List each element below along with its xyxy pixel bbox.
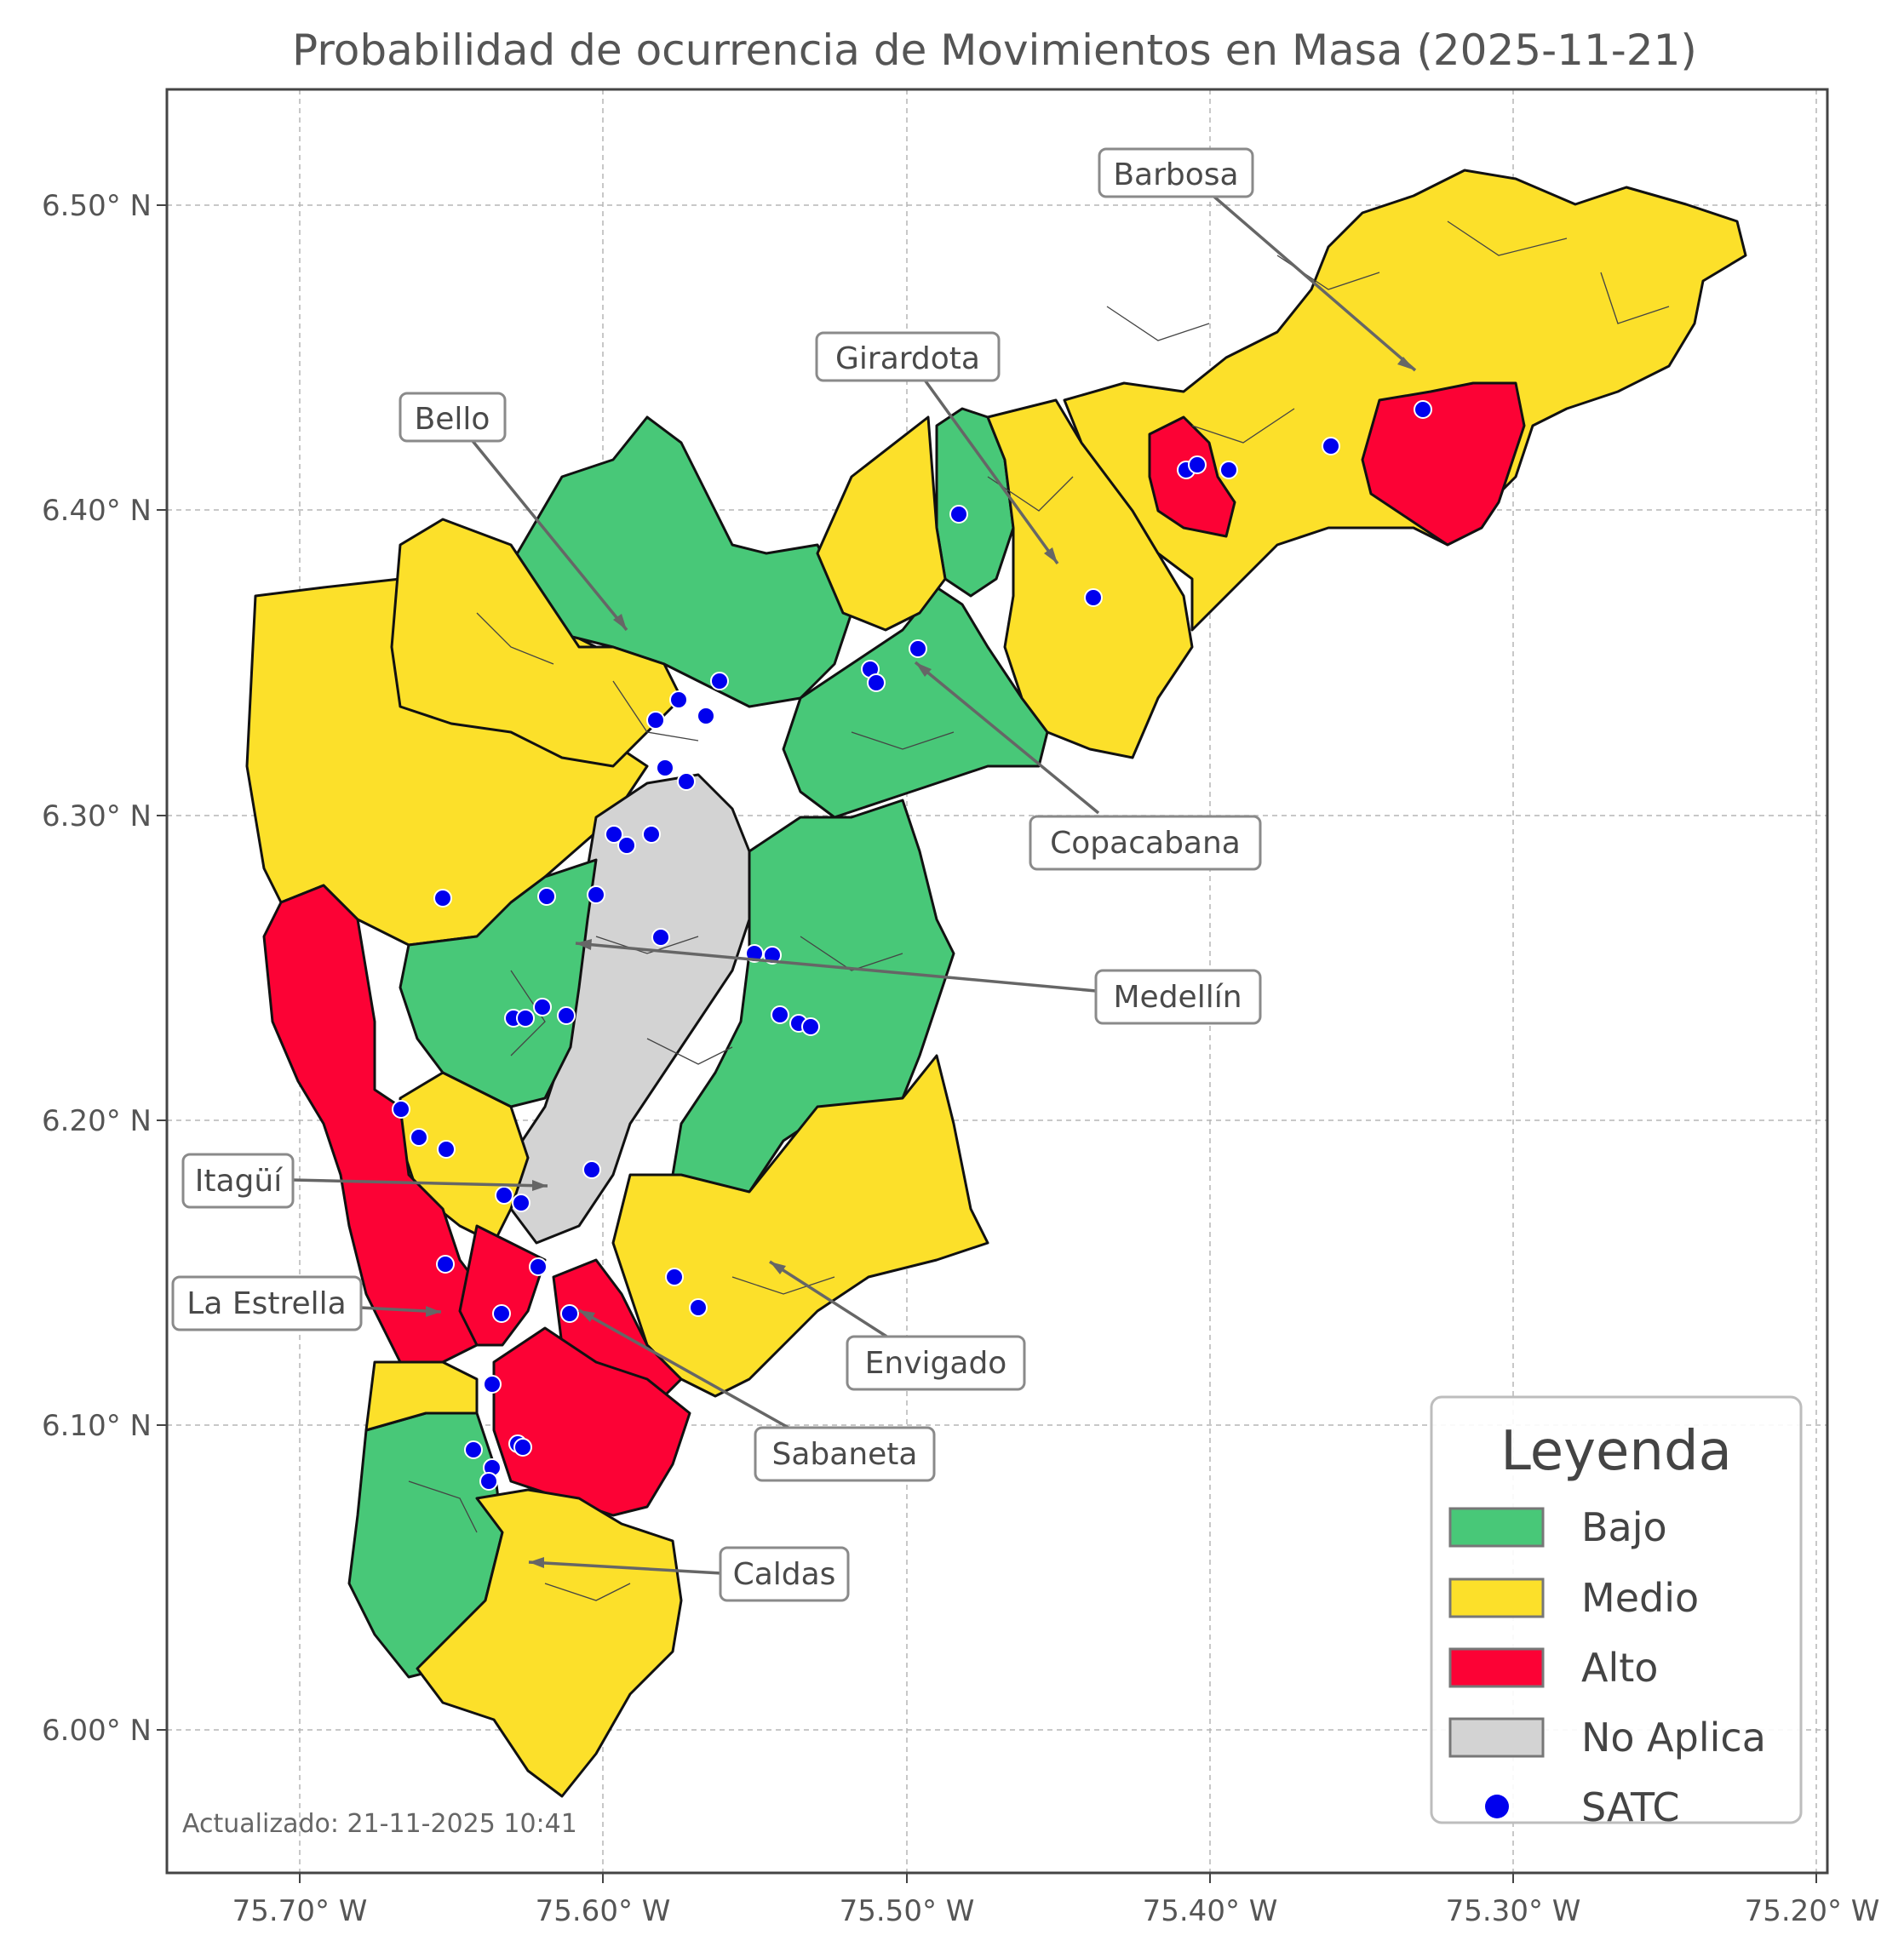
y-tick-label: 6.20° N — [42, 1104, 152, 1138]
satc-point — [1414, 400, 1432, 419]
legend-swatch-bajo — [1448, 1507, 1545, 1548]
satc-point — [537, 887, 556, 906]
x-tick-label: 75.30° W — [1446, 1894, 1581, 1928]
satc-point — [656, 759, 674, 777]
satc-point — [689, 1298, 708, 1317]
x-tick-label: 75.60° W — [536, 1894, 671, 1928]
x-axis: 75.70° W 75.60° W 75.50° W 75.40° W 75.3… — [232, 1873, 1880, 1928]
satc-point — [582, 1160, 601, 1179]
satc-point — [710, 672, 729, 690]
satc-point — [665, 1268, 684, 1286]
legend: Leyenda Bajo Medio Alto No Aplica SATC — [1430, 1395, 1803, 1830]
satc-point — [516, 1009, 535, 1028]
satc-points — [392, 400, 1432, 1491]
satc-point — [1322, 437, 1340, 455]
label-bello: Bello — [415, 402, 490, 437]
satc-point — [669, 690, 688, 709]
satc-point — [560, 1304, 579, 1323]
satc-point — [646, 711, 665, 730]
satc-point — [949, 505, 968, 524]
y-tick-label: 6.10° N — [42, 1409, 152, 1443]
region-medellin-west-bajo — [399, 858, 598, 1108]
region-caldas-alto — [492, 1326, 691, 1517]
x-tick-label: 75.40° W — [1143, 1894, 1278, 1928]
label-sabaneta: Sabaneta — [772, 1437, 918, 1472]
x-tick-label: 75.70° W — [232, 1894, 368, 1928]
satc-point — [557, 1006, 576, 1025]
label-envigado: Envigado — [865, 1346, 1007, 1381]
legend-swatch-medio — [1448, 1577, 1545, 1618]
satc-point — [529, 1257, 548, 1276]
label-girardota: Girardota — [835, 341, 980, 376]
y-tick-label: 6.40° N — [42, 494, 152, 528]
satc-point — [605, 825, 623, 844]
legend-label: No Aplica — [1581, 1715, 1766, 1761]
satc-point — [1188, 455, 1207, 474]
satc-point — [464, 1440, 483, 1459]
legend-swatch-alto — [1448, 1647, 1545, 1688]
satc-point — [697, 707, 715, 725]
updated-timestamp: Actualizado: 21-11-2025 10:41 — [182, 1809, 577, 1839]
satc-point — [771, 1005, 789, 1024]
label-caldas: Caldas — [733, 1557, 836, 1592]
satc-point — [617, 836, 636, 855]
region-girardota-medio — [816, 415, 947, 632]
label-barbosa: Barbosa — [1113, 157, 1238, 192]
y-tick-label: 6.50° N — [42, 189, 152, 223]
satc-point — [392, 1100, 410, 1119]
legend-label: Bajo — [1581, 1504, 1667, 1550]
satc-point — [533, 998, 552, 1016]
region-caldas-medio-west — [364, 1360, 479, 1432]
plot-frame — [165, 88, 1829, 1875]
satc-point — [1084, 588, 1103, 607]
map-title: Probabilidad de ocurrencia de Movimiento… — [292, 26, 1697, 75]
satc-point — [492, 1304, 511, 1323]
y-tick-label: 6.30° N — [42, 799, 152, 833]
label-itagui: Itagüí — [195, 1164, 283, 1199]
municipality-labels: Barbosa Girardota Bello Copacabana Medel… — [171, 147, 1417, 1602]
label-copacabana: Copacabana — [1050, 826, 1241, 861]
label-la-estrella: La Estrella — [186, 1286, 346, 1321]
legend-swatch-no-aplica — [1448, 1717, 1545, 1758]
satc-point — [479, 1472, 498, 1491]
legend-label: SATC — [1581, 1784, 1679, 1830]
label-medellin: Medellín — [1113, 980, 1242, 1015]
y-axis: 6.50° N 6.40° N 6.30° N 6.20° N 6.10° N … — [42, 189, 167, 1748]
satc-point — [437, 1140, 456, 1159]
satc-point — [410, 1128, 428, 1147]
satc-point — [433, 889, 452, 908]
y-tick-label: 6.00° N — [42, 1714, 152, 1748]
satc-point — [909, 639, 927, 658]
satc-point — [1219, 461, 1238, 479]
satc-point — [651, 928, 670, 947]
satc-point — [677, 772, 696, 791]
satc-point — [483, 1375, 502, 1394]
satc-point — [745, 944, 764, 963]
satc-point — [801, 1017, 820, 1036]
satc-point — [587, 885, 605, 904]
legend-marker-satc — [1485, 1795, 1509, 1818]
legend-label: Alto — [1581, 1645, 1658, 1691]
region-laestrella-alto — [458, 1224, 547, 1347]
satc-point — [513, 1438, 532, 1457]
satc-point — [495, 1186, 513, 1205]
region-barbosa-alto-east — [1361, 381, 1526, 547]
satc-point — [867, 673, 886, 692]
map-regions — [245, 169, 1747, 1798]
x-tick-label: 75.50° W — [840, 1894, 975, 1928]
legend-title: Leyenda — [1500, 1420, 1732, 1483]
satc-point — [512, 1194, 530, 1212]
satc-point — [436, 1255, 455, 1274]
satc-point — [642, 825, 661, 844]
region-bello-medio — [390, 518, 683, 768]
x-tick-label: 75.20° W — [1745, 1894, 1880, 1928]
legend-label: Medio — [1581, 1575, 1699, 1621]
